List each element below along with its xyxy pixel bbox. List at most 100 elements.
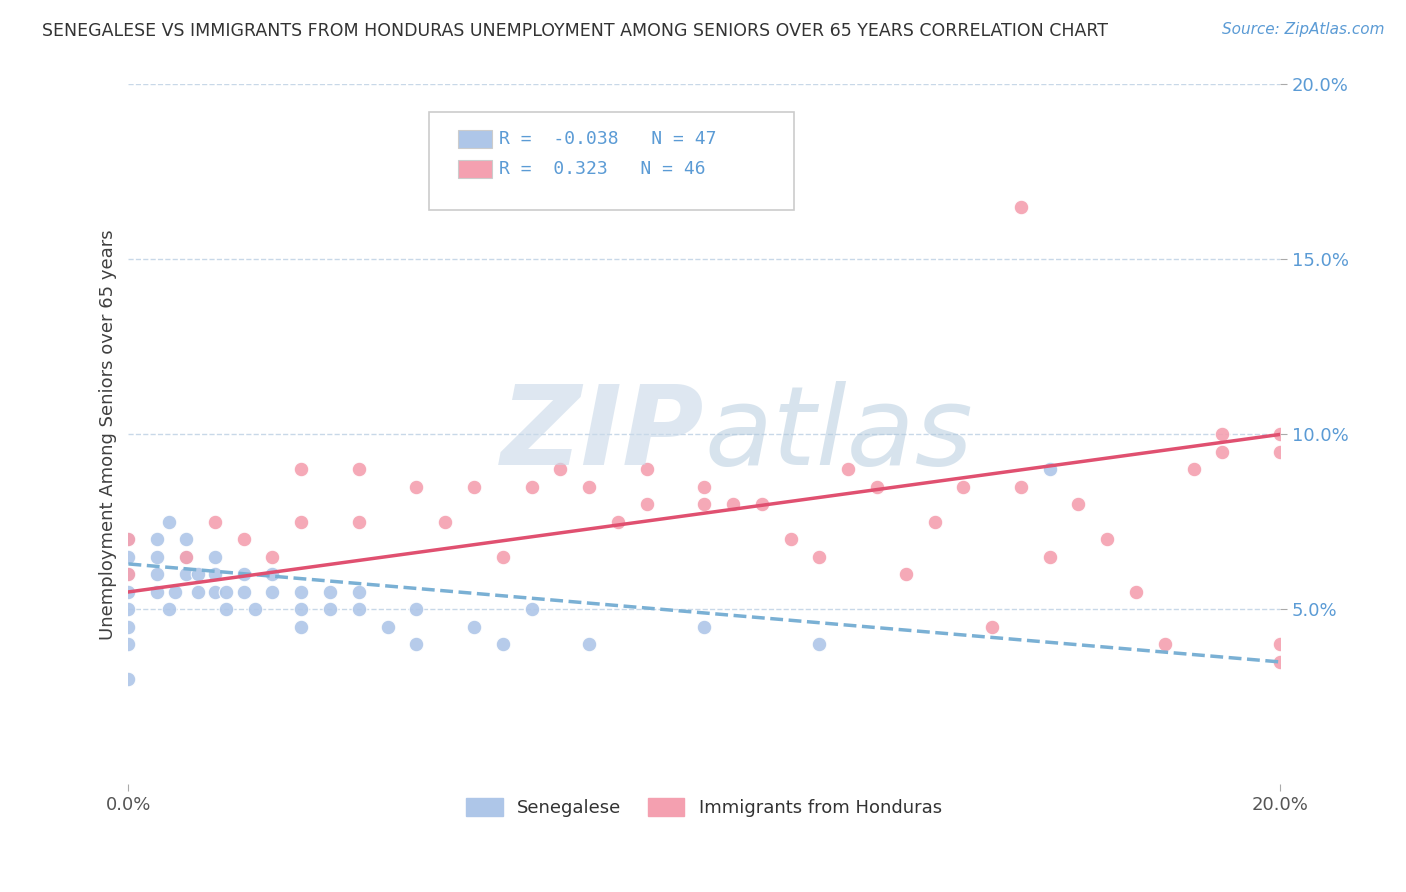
Point [405, 602, 427, 616]
Point [1010, 200, 1032, 214]
Text: Source: ZipAtlas.com: Source: ZipAtlas.com [1222, 22, 1385, 37]
Point [1067, 498, 1090, 512]
Point [808, 549, 831, 564]
Point [1268, 427, 1291, 442]
Point [636, 462, 658, 476]
Point [157, 515, 180, 529]
Point [174, 533, 197, 547]
Point [693, 498, 716, 512]
Point [1010, 480, 1032, 494]
Point [1125, 585, 1147, 599]
Point [290, 620, 312, 634]
Point [981, 620, 1004, 634]
Point [520, 602, 543, 616]
Point [405, 637, 427, 651]
Point [1268, 655, 1291, 669]
Point [1153, 637, 1175, 651]
Point [924, 515, 946, 529]
Point [693, 620, 716, 634]
Point [174, 549, 197, 564]
Point [808, 637, 831, 651]
Point [866, 480, 889, 494]
Point [174, 549, 197, 564]
Point [1211, 427, 1233, 442]
Point [492, 637, 515, 651]
Point [578, 480, 600, 494]
Point [463, 620, 485, 634]
Point [215, 602, 238, 616]
Point [1268, 445, 1291, 459]
Point [550, 462, 572, 476]
Text: SENEGALESE VS IMMIGRANTS FROM HONDURAS UNEMPLOYMENT AMONG SENIORS OVER 65 YEARS : SENEGALESE VS IMMIGRANTS FROM HONDURAS U… [42, 22, 1108, 40]
Point [174, 567, 197, 582]
Point [262, 567, 284, 582]
Point [894, 567, 917, 582]
Point [117, 533, 139, 547]
Point [1039, 549, 1062, 564]
Point [779, 533, 801, 547]
Point [117, 533, 139, 547]
Point [837, 462, 859, 476]
Point [319, 602, 342, 616]
Point [290, 585, 312, 599]
Text: R =  -0.038   N = 47: R = -0.038 N = 47 [499, 130, 717, 148]
Point [163, 585, 186, 599]
Point [636, 498, 658, 512]
Point [434, 515, 457, 529]
Point [347, 602, 370, 616]
Text: atlas: atlas [704, 381, 973, 488]
Point [204, 567, 226, 582]
Point [520, 480, 543, 494]
Point [262, 585, 284, 599]
Point [187, 567, 209, 582]
Point [693, 480, 716, 494]
Point [117, 567, 139, 582]
Point [319, 585, 342, 599]
Point [204, 515, 226, 529]
Point [347, 515, 370, 529]
Point [232, 567, 254, 582]
Point [1211, 445, 1233, 459]
Point [1097, 533, 1119, 547]
Point [146, 585, 169, 599]
Point [377, 620, 399, 634]
Text: R =  0.323   N = 46: R = 0.323 N = 46 [499, 160, 706, 178]
Point [290, 515, 312, 529]
Point [117, 637, 139, 651]
Point [290, 602, 312, 616]
Point [117, 602, 139, 616]
Point [1268, 637, 1291, 651]
Point [232, 533, 254, 547]
Point [1039, 462, 1062, 476]
Point [204, 585, 226, 599]
Point [146, 549, 169, 564]
Point [157, 602, 180, 616]
Point [117, 585, 139, 599]
Point [578, 637, 600, 651]
Point [117, 620, 139, 634]
Point [243, 602, 266, 616]
Point [262, 549, 284, 564]
Point [347, 462, 370, 476]
Point [187, 585, 209, 599]
Text: ZIP: ZIP [501, 381, 704, 488]
Y-axis label: Unemployment Among Seniors over 65 years: Unemployment Among Seniors over 65 years [100, 229, 117, 640]
Legend: Senegalese, Immigrants from Honduras: Senegalese, Immigrants from Honduras [460, 790, 949, 824]
Point [606, 515, 628, 529]
Point [492, 549, 515, 564]
Point [347, 585, 370, 599]
Point [751, 498, 773, 512]
Point [721, 498, 744, 512]
Point [463, 480, 485, 494]
Point [1182, 462, 1205, 476]
Point [405, 480, 427, 494]
Point [117, 673, 139, 687]
Point [117, 549, 139, 564]
Point [215, 585, 238, 599]
Point [117, 567, 139, 582]
Point [146, 567, 169, 582]
Point [952, 480, 974, 494]
Point [232, 585, 254, 599]
Point [146, 533, 169, 547]
Point [290, 462, 312, 476]
